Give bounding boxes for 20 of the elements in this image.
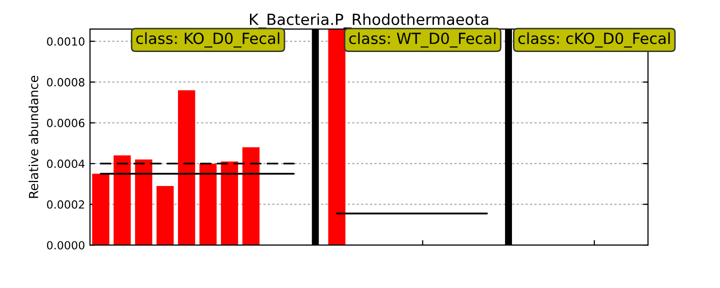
bar — [156, 186, 174, 246]
bar — [328, 29, 346, 246]
y-tick-label: 0.0002 — [46, 200, 84, 209]
annotation: class: KO_D0_Fecal — [136, 32, 280, 48]
bar — [178, 90, 196, 246]
bar — [199, 164, 217, 246]
bar — [135, 160, 152, 246]
bar — [114, 155, 131, 246]
y-tick-label: 0.0008 — [46, 78, 84, 86]
y-tick-label: 0.0000 — [46, 241, 84, 250]
y-axis-title: Relative abundance — [28, 76, 38, 198]
y-tick-label: 0.0006 — [46, 118, 84, 128]
y-tick-label: 0.0004 — [46, 160, 85, 168]
bar — [242, 147, 260, 246]
bar — [220, 162, 238, 246]
y-tick-label: 0.0010 — [46, 37, 84, 46]
annotation: class: WT_D0_Fecal — [349, 32, 496, 48]
bar — [92, 174, 110, 246]
chart-title: K_Bacteria.P_Rhodothermaeota — [250, 13, 488, 29]
annotation: class: cKO_D0_Fecal — [518, 32, 670, 48]
